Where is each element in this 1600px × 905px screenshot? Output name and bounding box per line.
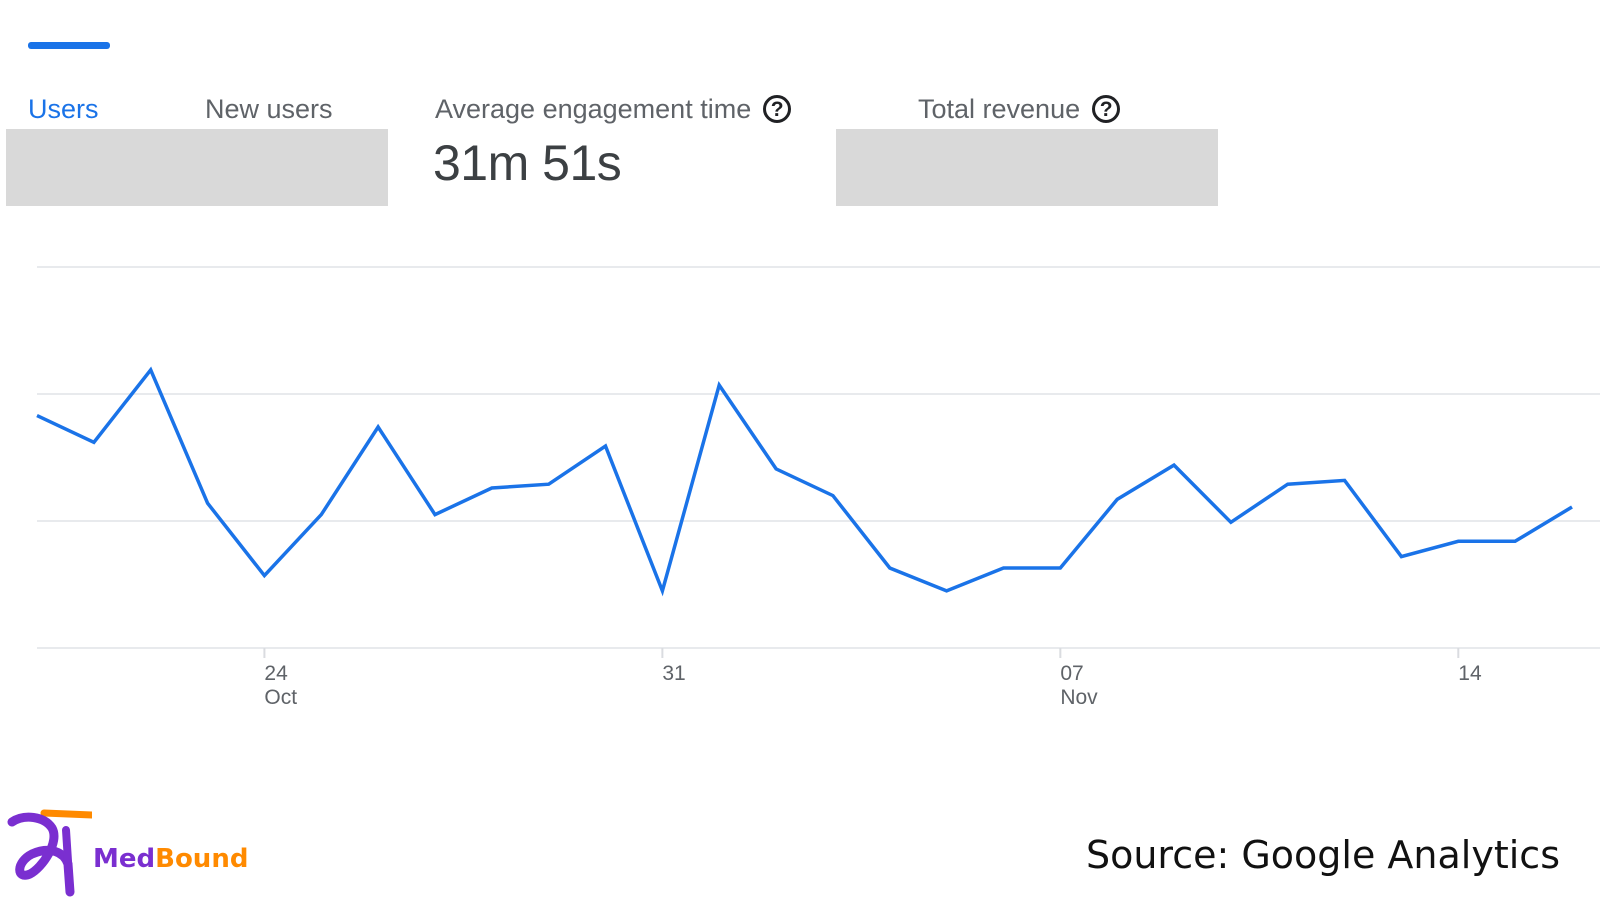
medbound-logo: MedBound <box>4 808 254 900</box>
x-tick-label: 24 <box>264 662 288 685</box>
redacted-users-value <box>6 129 388 206</box>
source-attribution: Source: Google Analytics <box>1085 833 1560 877</box>
tab-average-engagement-time-label: Average engagement time <box>435 94 752 124</box>
x-tick-label: 14 <box>1458 662 1482 685</box>
x-tick-month-label: Nov <box>1060 686 1098 709</box>
engagement-time-value: 31m 51s <box>433 135 622 191</box>
tab-total-revenue-label: Total revenue <box>918 94 1081 124</box>
logo-wordmark: MedBound <box>93 844 248 874</box>
help-icon[interactable]: ? <box>1092 95 1121 123</box>
active-tab-indicator <box>28 42 110 49</box>
logo-bound-text: Bound <box>155 844 249 874</box>
redacted-revenue-value <box>836 129 1218 206</box>
x-tick-month-label: Oct <box>264 686 297 709</box>
tab-users[interactable]: Users <box>28 94 99 124</box>
help-icon[interactable]: ? <box>763 95 792 123</box>
logo-mark <box>7 809 96 897</box>
tab-new-users[interactable]: New users <box>205 94 333 124</box>
tab-total-revenue[interactable]: Total revenue ? <box>918 92 1121 126</box>
series-line-users <box>36 366 1573 597</box>
x-tick-label: 31 <box>662 662 685 685</box>
logo-med-text: Med <box>93 844 156 874</box>
tab-average-engagement-time[interactable]: Average engagement time ? <box>435 92 792 126</box>
x-tick-label: 07 <box>1060 662 1083 685</box>
